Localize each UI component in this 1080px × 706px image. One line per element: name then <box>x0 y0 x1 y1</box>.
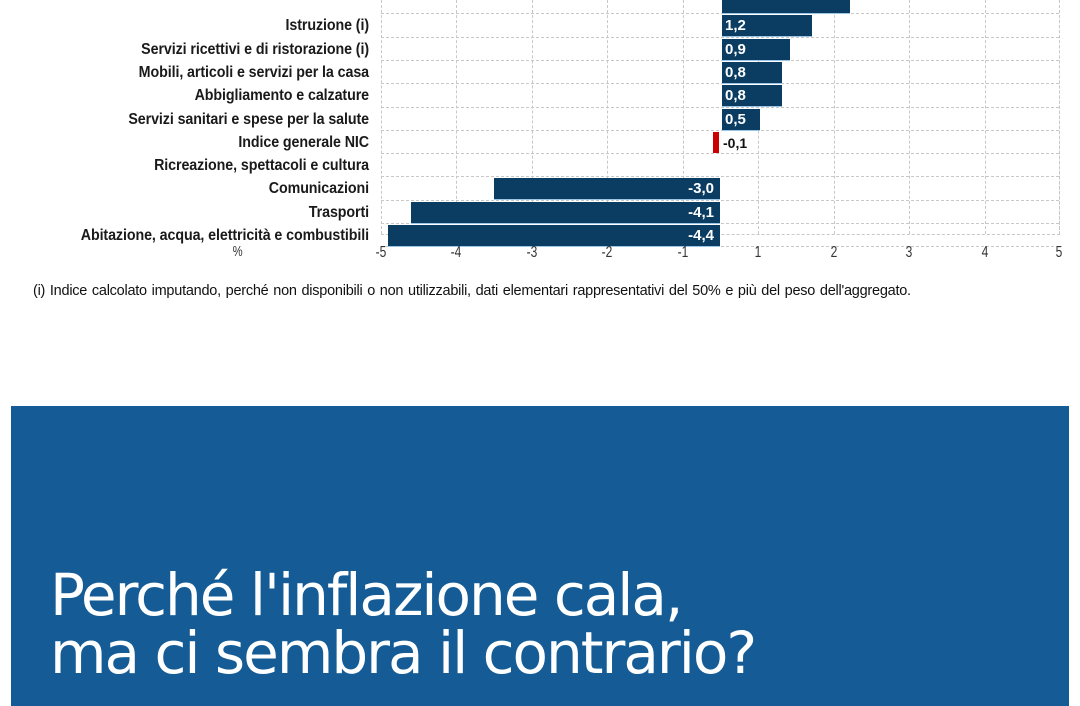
bar-value-label: -0,1 <box>723 134 748 151</box>
headline-line-1: Perché l'inflazione cala, <box>50 561 683 629</box>
gridline <box>381 246 1059 248</box>
category-label: Ricreazione, spettacoli e cultura <box>154 157 369 175</box>
gridline <box>381 199 1059 201</box>
data-bar: 0,8 <box>722 61 782 83</box>
gridline <box>456 0 457 234</box>
gridline <box>381 223 1059 224</box>
x-axis-unit: % <box>232 243 243 260</box>
x-tick-label: -2 <box>601 244 613 261</box>
category-label: Indice generale NIC <box>238 133 369 151</box>
gridline <box>381 176 1059 178</box>
gridline <box>532 0 533 234</box>
category-label: Istruzione (i) <box>285 17 370 35</box>
headline: Perché l'inflazione cala, ma ci sembra i… <box>50 566 757 682</box>
chart-footnote: (i) Indice calcolato imputando, perché n… <box>33 283 911 299</box>
gridline <box>985 0 986 234</box>
data-bar: 0,9 <box>722 38 790 60</box>
category-label: Servizi sanitari e spese per la salute <box>128 110 369 128</box>
gridline <box>381 106 1059 108</box>
data-bar: 1,2 <box>722 15 812 37</box>
category-label: Comunicazioni <box>268 180 369 198</box>
gridline <box>607 0 608 234</box>
gridline <box>1059 0 1060 234</box>
gridline <box>683 0 684 234</box>
gridline <box>381 59 1059 61</box>
category-label: Trasporti <box>308 203 369 221</box>
data-bar: -3,0 <box>494 178 720 200</box>
x-tick-label: -4 <box>450 244 462 261</box>
headline-banner <box>11 406 1069 706</box>
data-bar: -4,4 <box>388 225 720 246</box>
highlight-bar <box>713 131 719 153</box>
data-bar: 0,8 <box>722 85 782 107</box>
x-tick-label: -1 <box>677 244 689 261</box>
x-tick-label: 3 <box>905 244 913 261</box>
headline-line-2: ma ci sembra il contrario? <box>50 619 757 687</box>
gridline <box>381 0 382 234</box>
x-tick-label: 4 <box>981 244 989 261</box>
data-bar: 0,5 <box>722 108 760 130</box>
x-tick-label: -5 <box>375 244 387 261</box>
gridline <box>834 0 835 234</box>
gridline <box>381 36 1059 38</box>
x-tick-label: -3 <box>526 244 538 261</box>
data-bar <box>722 0 850 13</box>
category-label <box>19 0 369 14</box>
category-label: Servizi ricettivi e di ristorazione (i) <box>141 40 369 58</box>
category-label: Abitazione, acqua, elettricità e combust… <box>80 227 369 244</box>
x-tick-label: 5 <box>1055 244 1063 261</box>
x-tick-label: 2 <box>830 244 838 261</box>
gridline <box>381 13 1059 15</box>
gridline <box>381 83 1059 85</box>
inflation-bar-chart: Istruzione (i) Servizi ricettivi e di ris… <box>0 0 1080 310</box>
data-bar: -4,1 <box>411 201 720 223</box>
category-label: Abbigliamento e calzature <box>194 87 370 105</box>
x-tick-label: 1 <box>754 244 762 261</box>
gridline <box>381 153 1059 155</box>
gridline <box>909 0 910 234</box>
chart-plot-area <box>381 0 1060 248</box>
category-label: Mobili, articoli e servizi per la casa <box>138 63 369 81</box>
gridline <box>381 129 1059 131</box>
